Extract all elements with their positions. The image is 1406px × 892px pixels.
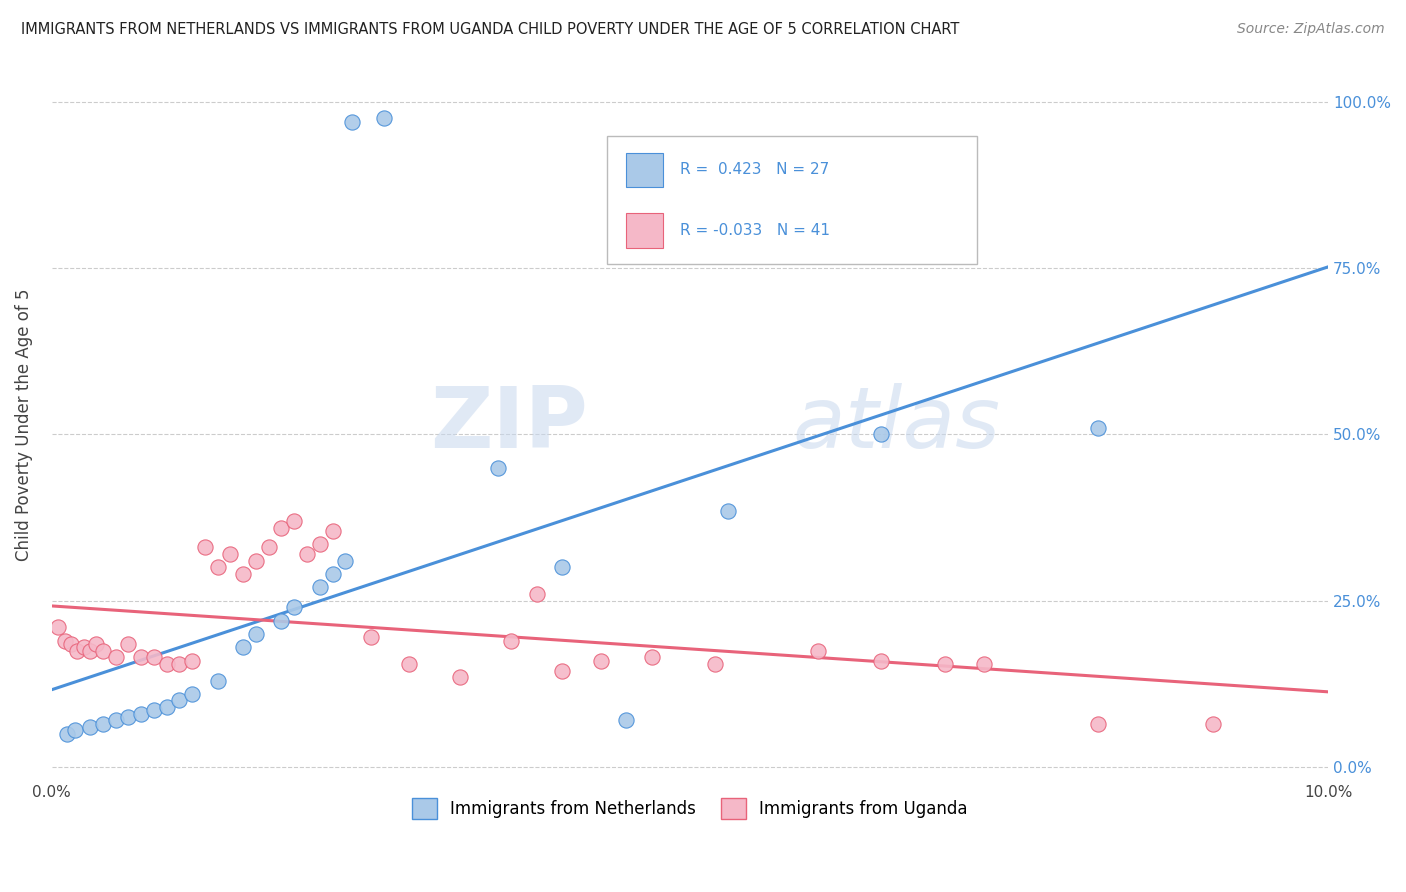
Point: [169, 657, 191, 671]
Point: [142, 703, 165, 717]
Legend: Immigrants from Netherlands, Immigrants from Uganda: Immigrants from Netherlands, Immigrants …: [405, 792, 974, 825]
Point: [551, 664, 574, 678]
Point: [117, 710, 139, 724]
Point: [360, 630, 382, 644]
Point: [870, 427, 893, 442]
Text: R =  0.423   N = 27: R = 0.423 N = 27: [679, 162, 830, 178]
Point: [232, 640, 254, 655]
Point: [129, 650, 152, 665]
Point: [79, 643, 101, 657]
Point: [1202, 716, 1225, 731]
Point: [308, 537, 330, 551]
Point: [207, 673, 229, 688]
Point: [194, 541, 217, 555]
Point: [614, 714, 637, 728]
Y-axis label: Child Poverty Under the Age of 5: Child Poverty Under the Age of 5: [15, 288, 32, 561]
Point: [104, 650, 127, 665]
Point: [1087, 421, 1109, 435]
Point: [640, 650, 662, 665]
Point: [704, 657, 727, 671]
Point: [870, 654, 893, 668]
Point: [46, 620, 69, 634]
Point: [142, 650, 165, 665]
Point: [245, 627, 267, 641]
Point: [169, 693, 191, 707]
Point: [207, 560, 229, 574]
Point: [270, 614, 292, 628]
Point: [322, 524, 344, 538]
Point: [232, 567, 254, 582]
Text: ZIP: ZIP: [430, 383, 588, 466]
Point: [283, 600, 305, 615]
Point: [219, 547, 242, 561]
Point: [73, 640, 96, 655]
Point: [335, 554, 357, 568]
Point: [373, 112, 395, 126]
Point: [156, 657, 179, 671]
Point: [91, 716, 114, 731]
Point: [526, 587, 548, 601]
Point: [398, 657, 420, 671]
Point: [270, 520, 292, 534]
Point: [181, 687, 204, 701]
Point: [488, 460, 510, 475]
Point: [63, 723, 86, 738]
Point: [117, 637, 139, 651]
Point: [91, 643, 114, 657]
Point: [973, 657, 995, 671]
Point: [501, 633, 523, 648]
Point: [322, 567, 344, 582]
Point: [1087, 716, 1109, 731]
FancyBboxPatch shape: [626, 213, 664, 248]
Point: [79, 720, 101, 734]
Text: Source: ZipAtlas.com: Source: ZipAtlas.com: [1237, 22, 1385, 37]
Point: [53, 633, 76, 648]
FancyBboxPatch shape: [626, 153, 664, 187]
Point: [66, 643, 89, 657]
Point: [308, 581, 330, 595]
Point: [589, 654, 612, 668]
Point: [717, 504, 740, 518]
Text: IMMIGRANTS FROM NETHERLANDS VS IMMIGRANTS FROM UGANDA CHILD POVERTY UNDER THE AG: IMMIGRANTS FROM NETHERLANDS VS IMMIGRANT…: [21, 22, 959, 37]
Point: [283, 514, 305, 528]
Point: [295, 547, 318, 561]
Point: [104, 714, 127, 728]
Point: [56, 727, 79, 741]
FancyBboxPatch shape: [607, 136, 977, 264]
Point: [245, 554, 267, 568]
Point: [806, 643, 828, 657]
Point: [934, 657, 956, 671]
Point: [129, 706, 152, 721]
Point: [449, 670, 471, 684]
Point: [340, 114, 363, 128]
Point: [156, 700, 179, 714]
Point: [181, 654, 204, 668]
Point: [59, 637, 82, 651]
Text: atlas: atlas: [792, 383, 1000, 466]
Text: R = -0.033   N = 41: R = -0.033 N = 41: [679, 223, 830, 238]
Point: [86, 637, 108, 651]
Point: [257, 541, 280, 555]
Point: [551, 560, 574, 574]
